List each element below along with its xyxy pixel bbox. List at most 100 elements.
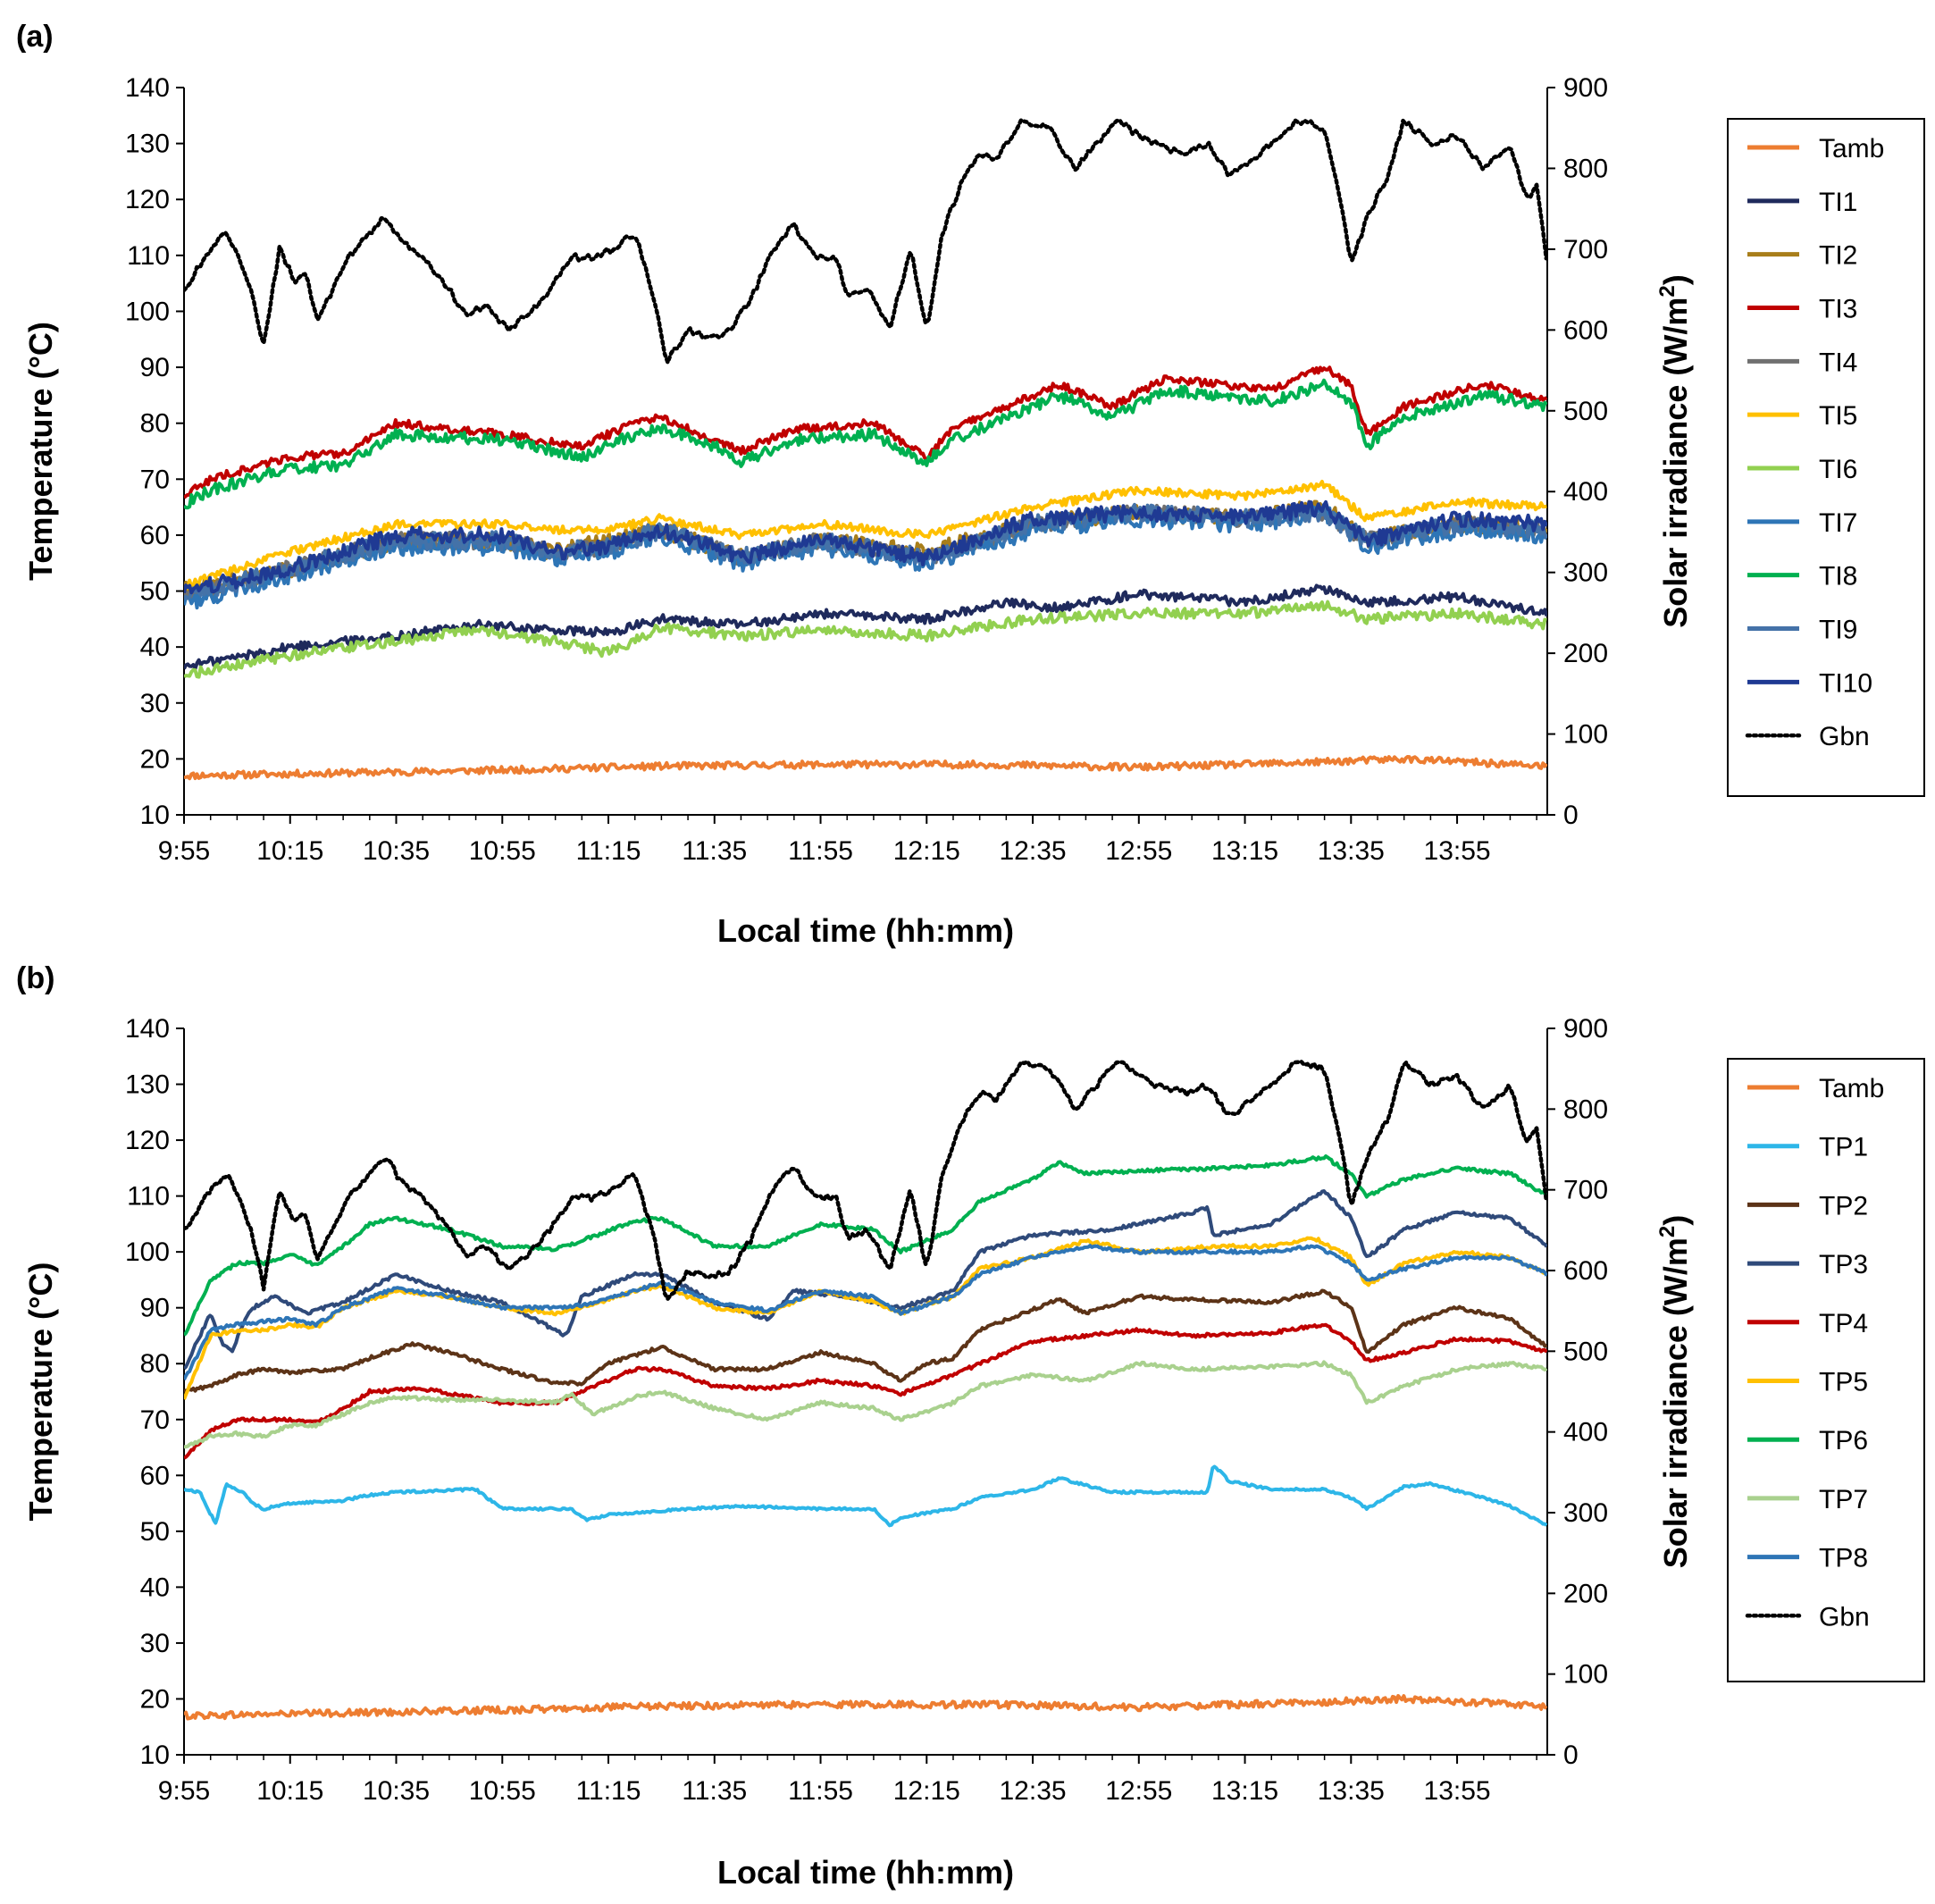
y-tick-label: 140 <box>125 1014 170 1044</box>
x-tick-label: 12:15 <box>893 836 960 866</box>
legend-label: TI7 <box>1819 508 1857 538</box>
y-tick-label: 100 <box>125 297 170 326</box>
y2-tick-label: 900 <box>1563 1014 1608 1044</box>
legend-label: TI10 <box>1819 668 1872 698</box>
y-tick-label: 70 <box>140 1405 170 1435</box>
y-tick-label: 20 <box>140 744 170 774</box>
series-line-gbn <box>184 118 1547 365</box>
series-line-ti1 <box>184 583 1547 671</box>
y-tick-label: 90 <box>140 353 170 382</box>
y-tick-label: 30 <box>140 689 170 718</box>
y-tick-label: 30 <box>140 1629 170 1658</box>
y2-axis-label: Solar irradiance (W/m2) <box>1655 1215 1694 1568</box>
y2-tick-label: 800 <box>1563 154 1608 183</box>
legend-label: TP1 <box>1819 1133 1868 1162</box>
y-tick-label: 130 <box>125 130 170 159</box>
x-tick-label: 11:35 <box>682 836 747 866</box>
legend-label: TP4 <box>1819 1309 1868 1338</box>
y2-tick-label: 700 <box>1563 1176 1608 1205</box>
y2-tick-label: 900 <box>1563 73 1608 103</box>
series-line-ti3 <box>184 365 1547 499</box>
plot-area <box>184 118 1547 781</box>
series-line-tp5 <box>184 1236 1547 1400</box>
x-tick-label: 13:55 <box>1424 836 1491 866</box>
y-tick-label: 50 <box>140 1517 170 1547</box>
y-tick-label: 70 <box>140 465 170 494</box>
x-tick-label: 9:55 <box>158 1776 210 1806</box>
panel-label: (b) <box>16 961 54 995</box>
y-tick-label: 60 <box>140 521 170 550</box>
y-tick-label: 140 <box>125 73 170 103</box>
series-line-tp2 <box>184 1288 1547 1393</box>
series-line-ti10 <box>184 499 1547 595</box>
legend: Tamb TP1 TP2 TP3 TP4 TP5 TP6 TP7 TP8 Gbn <box>1727 1058 1925 1682</box>
legend-label: TP6 <box>1819 1426 1868 1455</box>
y2-tick-label: 600 <box>1563 315 1608 345</box>
y2-axis-label-sup: 2 <box>1655 1226 1680 1237</box>
y2-axis-label: Solar irradiance (W/m2) <box>1655 274 1694 627</box>
y2-tick-label: 800 <box>1563 1095 1608 1124</box>
y-tick-label: 10 <box>140 1740 170 1770</box>
y2-tick-label: 100 <box>1563 1660 1608 1690</box>
y2-tick-label: 600 <box>1563 1256 1608 1286</box>
legend-label: Gbn <box>1819 1602 1870 1631</box>
legend-label: TI2 <box>1819 241 1857 271</box>
legend-label: TP2 <box>1819 1191 1868 1220</box>
x-tick-label: 11:15 <box>576 836 641 866</box>
y-tick-label: 110 <box>127 1182 170 1212</box>
series-line-ti6 <box>184 600 1547 679</box>
y2-axis-label-close: ) <box>1657 1215 1694 1226</box>
x-tick-label: 11:55 <box>788 1776 853 1806</box>
panel-a: (a) 10 20 30 40 50 60 70 80 90 100 110 120 130 140 0 100… <box>16 20 1925 949</box>
y-tick-label: 120 <box>125 185 170 214</box>
x-tick-label: 12:35 <box>999 1776 1066 1806</box>
y2-axis-label-main: Solar irradiance (W/m <box>1657 1237 1694 1568</box>
x-tick-label: 12:35 <box>999 836 1066 866</box>
y2-axis-label-sup: 2 <box>1655 285 1680 297</box>
x-tick-label: 12:55 <box>1105 1776 1172 1806</box>
series-line-tp6 <box>184 1154 1547 1337</box>
y-tick-label: 100 <box>125 1237 170 1267</box>
legend-label: TP5 <box>1819 1368 1868 1397</box>
legend-label: TP3 <box>1819 1250 1868 1279</box>
legend-box <box>1727 118 1925 797</box>
x-tick-label: 13:35 <box>1318 1776 1385 1806</box>
series-line-ti8 <box>184 378 1547 510</box>
y-tick-label: 80 <box>140 1349 170 1379</box>
x-tick-label: 12:55 <box>1105 836 1172 866</box>
series-line-ti9 <box>184 502 1547 600</box>
series-line-tp7 <box>184 1360 1547 1449</box>
panel-label: (a) <box>16 20 54 54</box>
x-tick-label: 10:35 <box>363 836 430 866</box>
y-tick-label: 120 <box>125 1126 170 1155</box>
legend-label: Gbn <box>1819 722 1870 751</box>
legend-label: TI1 <box>1819 188 1857 217</box>
y2-tick-label: 0 <box>1563 801 1579 830</box>
legend-label: TP7 <box>1819 1485 1868 1514</box>
x-axis-label: Local time (hh:mm) <box>717 912 1014 949</box>
x-tick-label: 11:35 <box>682 1776 747 1806</box>
legend-label: Tamb <box>1819 1074 1884 1103</box>
y-tick-label: 50 <box>140 577 170 607</box>
y-tick-label: 20 <box>140 1684 170 1714</box>
series-line-gbn <box>184 1059 1547 1301</box>
x-tick-label: 13:15 <box>1211 836 1278 866</box>
y2-tick-label: 400 <box>1563 477 1608 507</box>
x-tick-label: 11:55 <box>788 836 853 866</box>
y2-tick-label: 200 <box>1563 1579 1608 1608</box>
legend-label: TI4 <box>1819 348 1857 377</box>
y-tick-label: 40 <box>140 1573 170 1602</box>
x-axis-label: Local time (hh:mm) <box>717 1854 1014 1891</box>
series-line-tamb <box>184 1694 1547 1721</box>
y2-axis-label-close: ) <box>1657 274 1694 285</box>
x-tick-label: 13:15 <box>1211 1776 1278 1806</box>
series-line-ti5 <box>184 480 1547 591</box>
series-line-tp1 <box>184 1464 1547 1528</box>
y2-tick-label: 500 <box>1563 1337 1608 1366</box>
legend: Tamb TI1 TI2 TI3 TI4 TI5 TI6 TI7 TI8 TI9 TI10 Gbn <box>1727 118 1925 797</box>
x-tick-label: 12:15 <box>893 1776 960 1806</box>
x-tick-label: 10:35 <box>363 1776 430 1806</box>
plot-area <box>184 1059 1547 1721</box>
x-tick-label: 10:15 <box>256 836 323 866</box>
